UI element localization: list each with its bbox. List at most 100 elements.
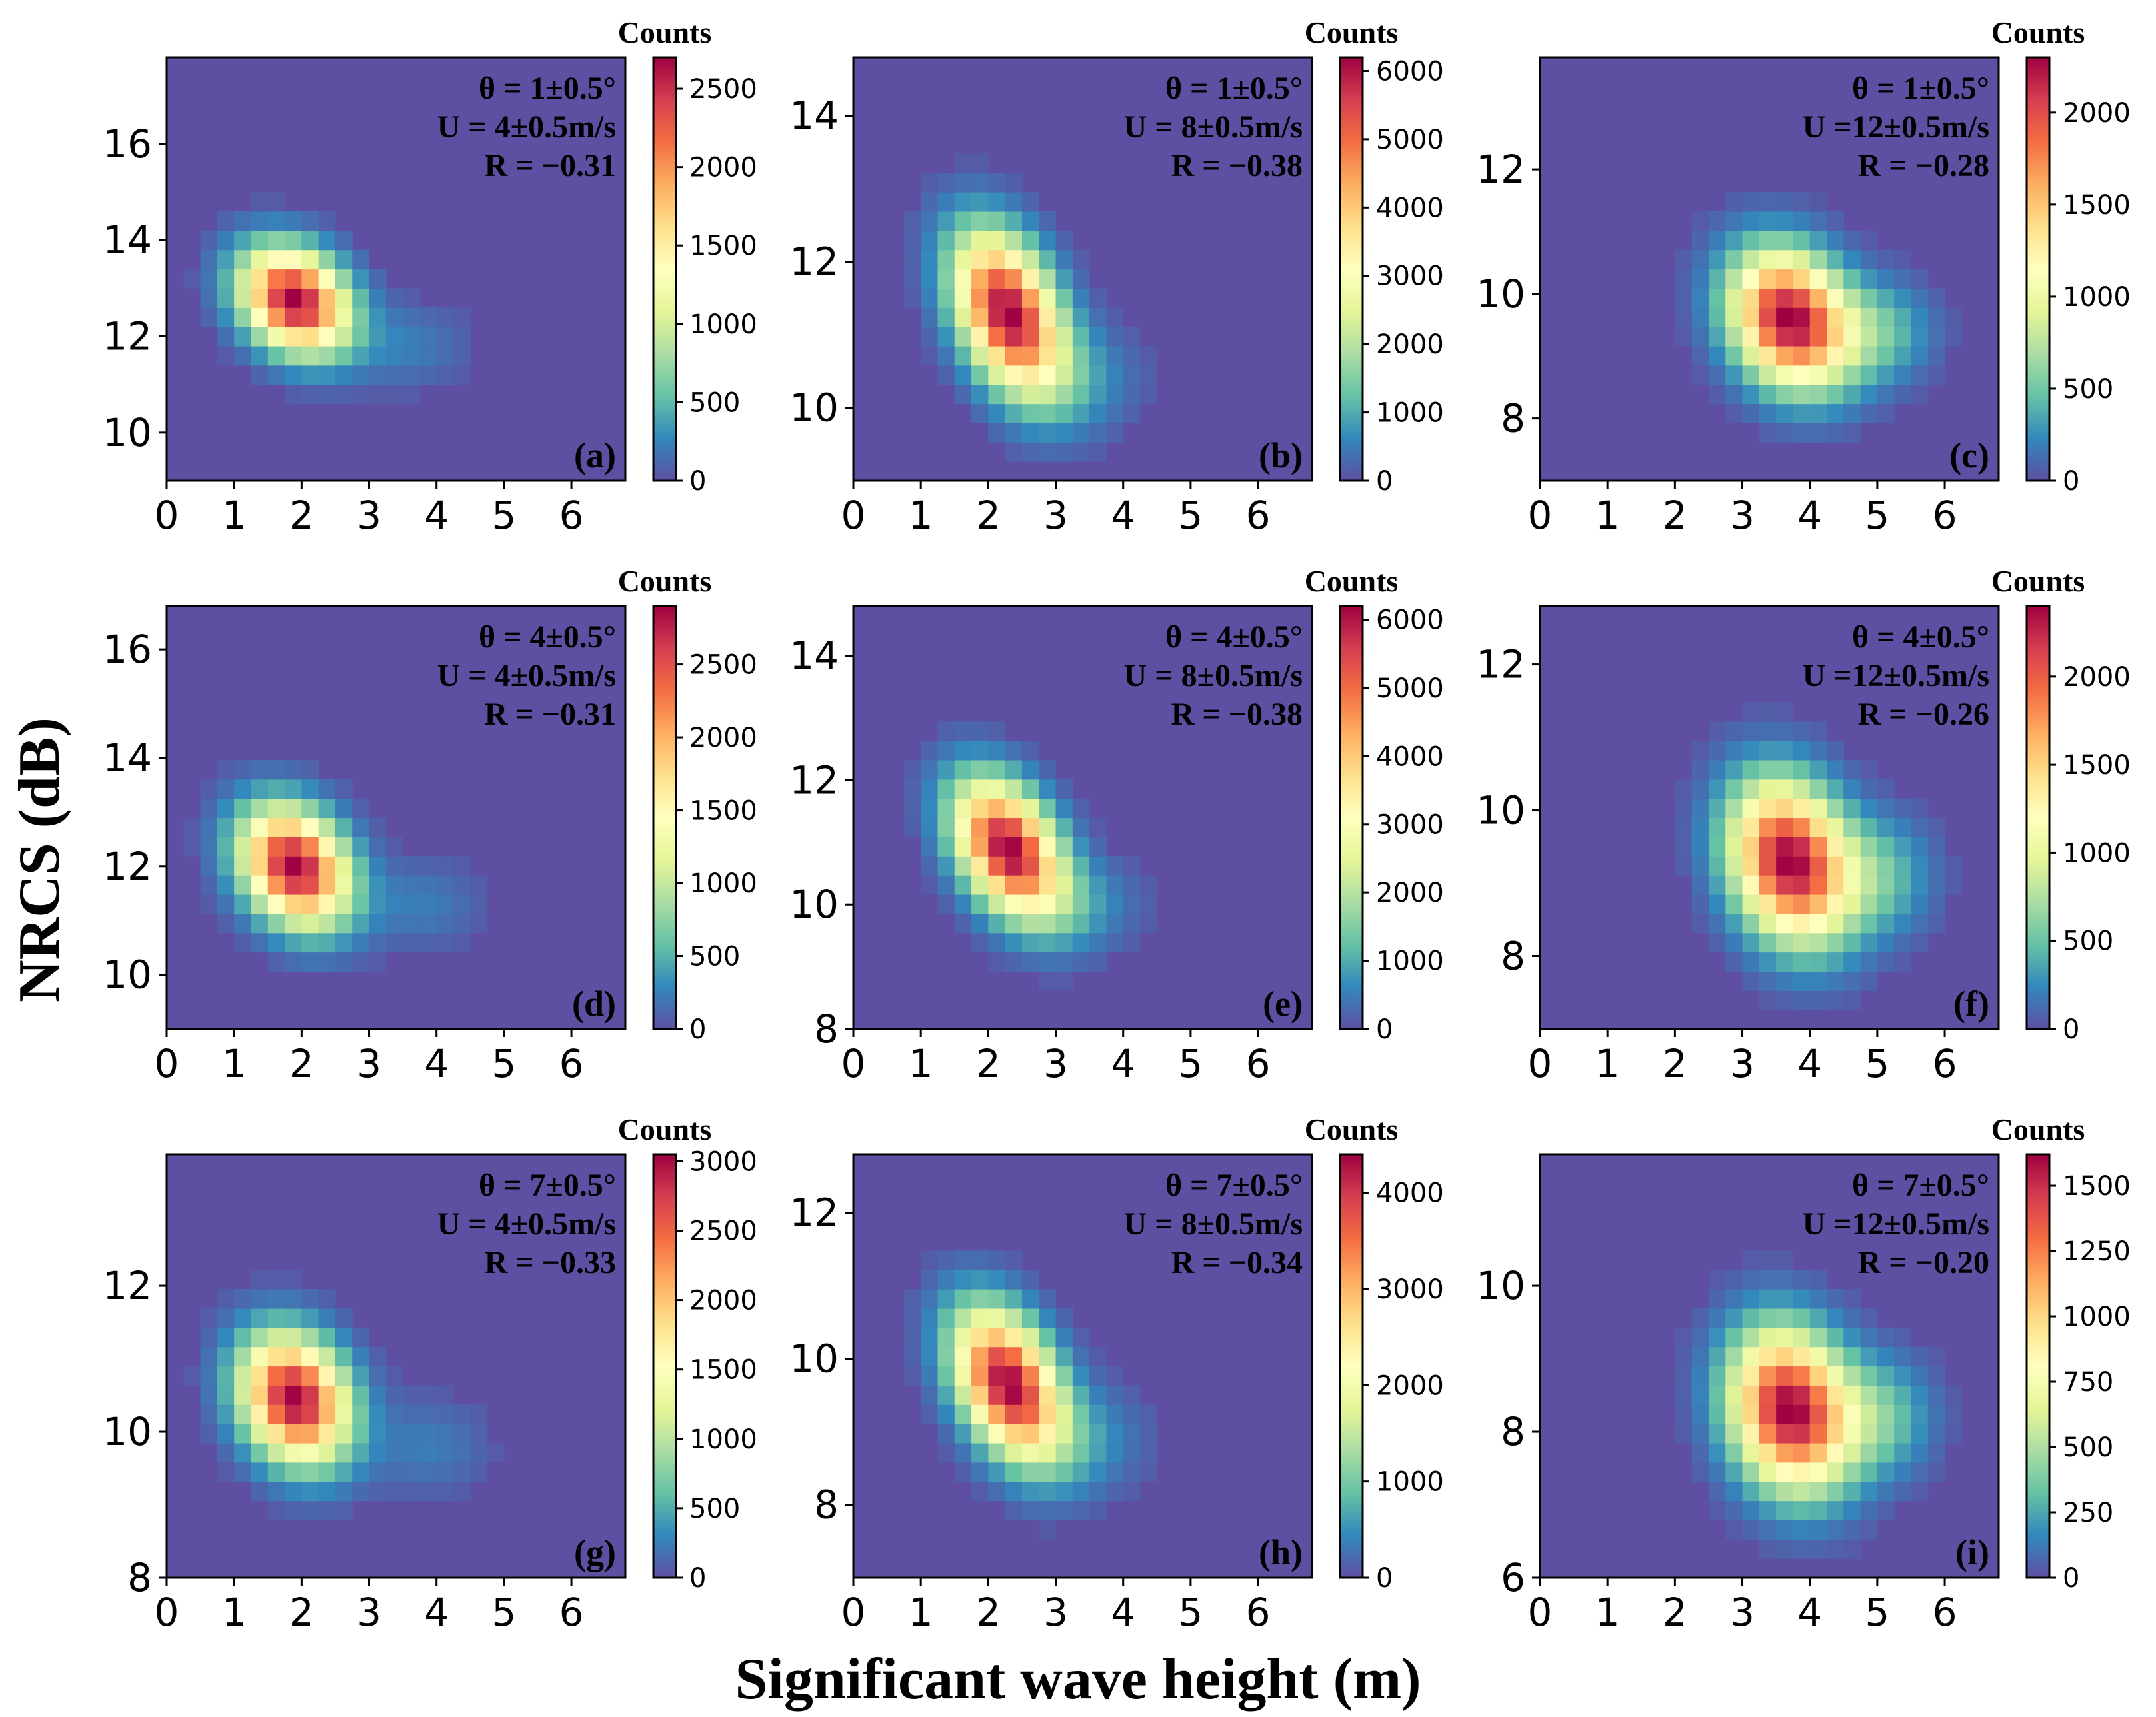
y-tick-label: 8 bbox=[814, 1482, 839, 1528]
heatmap-cell bbox=[1106, 913, 1124, 934]
colorbar-tick-label: 1500 bbox=[2063, 750, 2131, 781]
heatmap-cell bbox=[1759, 875, 1777, 895]
heatmap-cell bbox=[1089, 837, 1107, 857]
heatmap-cell bbox=[1072, 249, 1090, 270]
x-tick-label: 6 bbox=[559, 1041, 584, 1086]
heatmap-cell bbox=[1708, 837, 1726, 857]
heatmap-cell bbox=[352, 327, 370, 347]
heatmap-cell bbox=[921, 779, 939, 799]
heatmap-cell bbox=[1708, 1327, 1726, 1348]
heatmap-cell bbox=[937, 1404, 955, 1424]
heatmap-cell bbox=[234, 1289, 252, 1309]
heatmap-cell bbox=[921, 875, 939, 895]
axes-frame bbox=[165, 1153, 627, 1579]
heatmap-cell bbox=[1106, 1481, 1124, 1502]
heatmap-cell bbox=[352, 856, 370, 876]
heatmap-cell bbox=[1843, 230, 1861, 251]
heatmap-cell bbox=[921, 817, 939, 837]
heatmap-cell bbox=[1725, 365, 1743, 385]
y-tick-label: 16 bbox=[103, 627, 152, 672]
heatmap-cell bbox=[1809, 1520, 1827, 1540]
colorbar-tick-label: 500 bbox=[2063, 374, 2113, 405]
heatmap-cell bbox=[1843, 1500, 1861, 1521]
heatmap-cell bbox=[285, 1385, 302, 1405]
heatmap-cell bbox=[1945, 875, 1962, 895]
heatmap-cell bbox=[403, 1424, 421, 1444]
heatmap-cell bbox=[1691, 345, 1709, 366]
y-tick-label: 14 bbox=[103, 217, 152, 263]
heatmap-cell bbox=[1055, 327, 1073, 347]
heatmap-cell bbox=[1039, 211, 1057, 231]
heatmap-cell bbox=[1742, 952, 1760, 972]
y-tick-label: 8 bbox=[814, 1006, 839, 1052]
heatmap-cell bbox=[217, 288, 235, 308]
heatmap-cell bbox=[1055, 856, 1073, 876]
heatmap-cell bbox=[1123, 403, 1141, 424]
heatmap-cell bbox=[1809, 971, 1827, 991]
heatmap-cell bbox=[988, 837, 1006, 857]
colorbar bbox=[1339, 605, 1364, 1030]
x-tick-label: 3 bbox=[1043, 493, 1068, 538]
heatmap-cell bbox=[988, 817, 1006, 837]
heatmap-cell bbox=[1827, 817, 1844, 837]
heatmap-cell bbox=[1843, 384, 1861, 405]
heatmap-cell bbox=[267, 1500, 285, 1521]
colorbar-title: Counts bbox=[1991, 564, 2085, 598]
heatmap-cell bbox=[1809, 721, 1827, 741]
heatmap-cell bbox=[1675, 327, 1693, 347]
heatmap-cell bbox=[988, 759, 1006, 780]
heatmap-cell bbox=[369, 817, 387, 837]
heatmap-cell bbox=[903, 798, 921, 819]
heatmap-cell bbox=[335, 345, 353, 366]
heatmap-cell bbox=[937, 327, 955, 347]
heatmap-cell bbox=[954, 1462, 972, 1482]
heatmap-cell bbox=[1877, 384, 1895, 405]
heatmap-cell bbox=[1911, 856, 1929, 876]
heatmap-cell bbox=[1843, 1462, 1861, 1482]
heatmap-cell bbox=[1860, 1346, 1878, 1367]
heatmap-cell bbox=[1725, 798, 1743, 819]
heatmap-cell bbox=[1911, 913, 1929, 934]
heatmap-cell bbox=[1039, 779, 1057, 799]
heatmap-cell bbox=[1793, 211, 1811, 231]
axes-frame bbox=[1539, 1153, 2000, 1579]
heatmap-cell bbox=[419, 856, 437, 876]
heatmap-cell bbox=[285, 759, 302, 780]
heatmap-cell bbox=[318, 894, 336, 914]
heatmap-cell bbox=[921, 741, 939, 761]
heatmap-cell bbox=[1072, 798, 1090, 819]
colorbar-tick-label: 1000 bbox=[1376, 398, 1444, 429]
heatmap-cell bbox=[1725, 1404, 1743, 1424]
heatmap-cell bbox=[1742, 192, 1760, 212]
colorbar-tick-label: 1000 bbox=[2063, 1302, 2131, 1332]
heatmap-cell bbox=[267, 1404, 285, 1424]
heatmap-cell bbox=[352, 817, 370, 837]
heatmap-cell bbox=[1894, 1327, 1912, 1348]
heatmap-cell bbox=[937, 837, 955, 857]
heatmap-cell bbox=[318, 384, 336, 405]
heatmap-cell bbox=[200, 817, 218, 837]
colorbar-tick-label: 2000 bbox=[689, 153, 757, 183]
heatmap-cell bbox=[1894, 952, 1912, 972]
heatmap-cell bbox=[1793, 1539, 1811, 1559]
heatmap-cell bbox=[301, 288, 319, 308]
heatmap-cell bbox=[234, 779, 252, 799]
heatmap-cell bbox=[1877, 269, 1895, 289]
heatmap-cell bbox=[1793, 1462, 1811, 1482]
heatmap-cell bbox=[1072, 365, 1090, 385]
heatmap-cell bbox=[234, 1462, 252, 1482]
heatmap-cell bbox=[318, 1404, 336, 1424]
heatmap-cell bbox=[1776, 1385, 1794, 1405]
x-tick-label: 4 bbox=[1111, 1041, 1135, 1086]
heatmap-cell bbox=[1827, 952, 1844, 972]
heatmap-cell bbox=[267, 1385, 285, 1405]
heatmap-cell bbox=[251, 1366, 269, 1386]
y-tick-label: 8 bbox=[1501, 396, 1525, 441]
heatmap-cell bbox=[318, 249, 336, 270]
heatmap-cell bbox=[1039, 913, 1057, 934]
heatmap-cell bbox=[369, 1442, 387, 1463]
heatmap-cell bbox=[318, 1346, 336, 1367]
heatmap-cell bbox=[385, 894, 403, 914]
x-tick-label: 1 bbox=[222, 493, 247, 538]
colorbar-tick-label: 3000 bbox=[1376, 810, 1444, 841]
